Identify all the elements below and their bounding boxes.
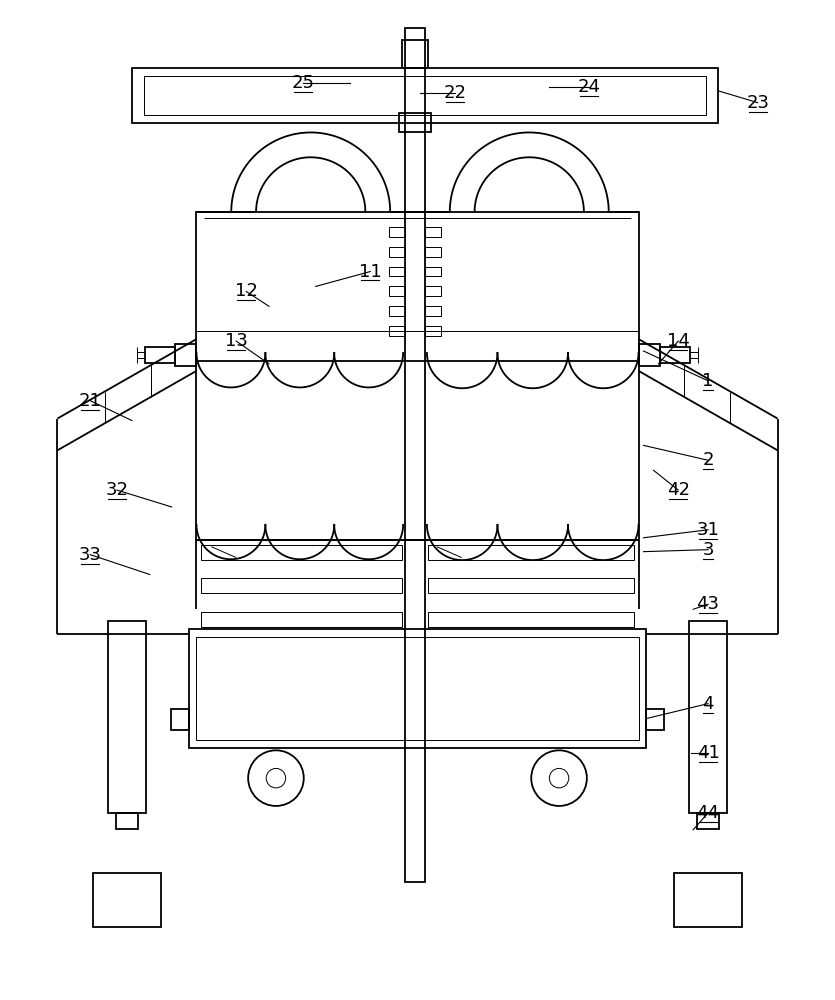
Bar: [201, 578, 402, 593]
Text: 12: 12: [235, 282, 257, 300]
Bar: [405, 28, 425, 882]
Bar: [697, 813, 719, 829]
Bar: [94, 873, 160, 927]
Bar: [428, 612, 634, 627]
Bar: [389, 286, 405, 296]
Text: 32: 32: [105, 481, 129, 499]
Text: 24: 24: [577, 78, 600, 96]
Bar: [389, 247, 405, 257]
Bar: [144, 347, 175, 363]
Text: 14: 14: [667, 332, 690, 350]
Bar: [425, 306, 441, 316]
Bar: [646, 709, 665, 730]
Bar: [201, 545, 402, 560]
Bar: [675, 873, 741, 927]
Bar: [175, 344, 196, 366]
Bar: [132, 68, 718, 123]
Text: 2: 2: [702, 451, 714, 469]
Bar: [389, 267, 405, 276]
Text: 23: 23: [746, 94, 769, 112]
Bar: [196, 637, 639, 740]
Text: 42: 42: [667, 481, 690, 499]
Text: 31: 31: [696, 521, 720, 539]
Bar: [425, 267, 441, 276]
Bar: [425, 326, 441, 336]
Bar: [196, 212, 639, 361]
Text: 13: 13: [225, 332, 248, 350]
Bar: [689, 621, 727, 813]
Bar: [116, 813, 138, 829]
Text: 3: 3: [702, 541, 714, 559]
Bar: [389, 306, 405, 316]
Bar: [660, 347, 691, 363]
Bar: [639, 344, 660, 366]
Bar: [425, 227, 441, 237]
Bar: [189, 629, 646, 748]
Bar: [428, 578, 634, 593]
Bar: [389, 326, 405, 336]
Bar: [144, 76, 706, 115]
Text: 21: 21: [78, 392, 102, 410]
Text: 4: 4: [702, 695, 714, 713]
Text: 25: 25: [291, 74, 314, 92]
Bar: [425, 247, 441, 257]
Text: 33: 33: [78, 546, 102, 564]
Bar: [389, 227, 405, 237]
Bar: [399, 113, 431, 132]
Bar: [201, 612, 402, 627]
Text: 43: 43: [696, 595, 720, 613]
Bar: [428, 545, 634, 560]
Text: 22: 22: [443, 84, 466, 102]
Bar: [170, 709, 189, 730]
Bar: [402, 40, 428, 68]
Bar: [425, 286, 441, 296]
Text: 1: 1: [702, 372, 714, 390]
Text: 41: 41: [696, 744, 720, 762]
Bar: [108, 621, 146, 813]
Text: 44: 44: [696, 804, 720, 822]
Text: 11: 11: [359, 263, 382, 281]
